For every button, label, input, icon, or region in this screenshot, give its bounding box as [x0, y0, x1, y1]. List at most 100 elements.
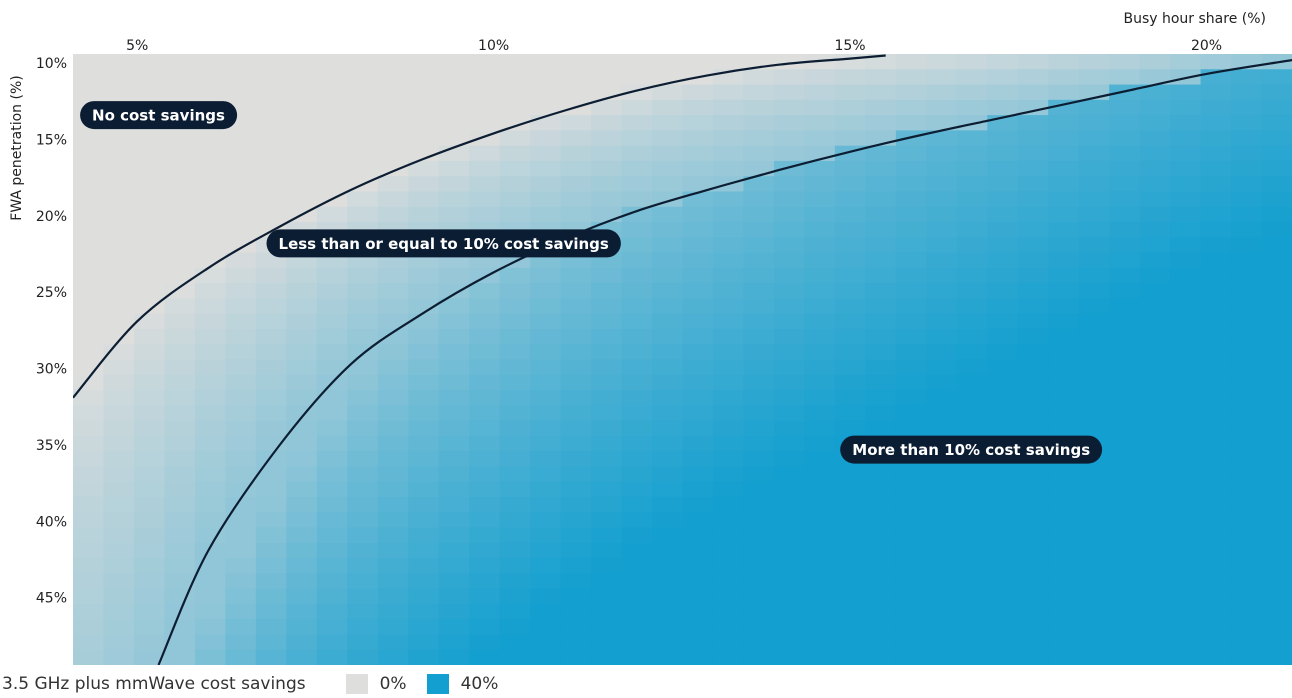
heatmap-cell [1170, 542, 1202, 559]
heatmap-cell [225, 252, 257, 269]
heatmap-cell [560, 512, 592, 529]
heatmap-cell [103, 374, 135, 391]
heatmap-cell [1139, 313, 1171, 330]
heatmap-cell [804, 496, 836, 514]
region-label-text: Less than or equal to 10% cost savings [279, 235, 609, 253]
heatmap-cell [804, 435, 836, 452]
heatmap-cell [1170, 328, 1202, 346]
heatmap-cell [377, 649, 410, 665]
heatmap-cell [652, 222, 684, 239]
heatmap-cell [834, 69, 867, 86]
heatmap-cell [499, 84, 531, 101]
heatmap-cell [377, 206, 410, 223]
heatmap-cell [895, 176, 928, 193]
heatmap-cell [1200, 603, 1232, 620]
heatmap-cell [956, 298, 989, 315]
heatmap-cell [1017, 115, 1049, 132]
heatmap-cell [1048, 222, 1080, 239]
heatmap-cell [987, 191, 1019, 208]
heatmap-cell [773, 619, 806, 636]
heatmap-cell [773, 298, 806, 315]
heatmap-cell [1109, 542, 1141, 559]
heatmap-cell [1048, 69, 1080, 86]
heatmap-cell [225, 237, 257, 254]
heatmap-cell [1261, 649, 1292, 665]
heatmap-cell [987, 145, 1019, 162]
heatmap-cell [1170, 115, 1202, 132]
heatmap-cell [834, 359, 867, 376]
heatmap-cell [377, 267, 410, 284]
heatmap-cell [1231, 496, 1263, 514]
heatmap-cell [1200, 160, 1232, 177]
heatmap-cell [591, 390, 623, 407]
heatmap-cell [804, 298, 836, 315]
heatmap-cell [103, 649, 135, 665]
heatmap-cell [286, 283, 318, 300]
heatmap-cell [682, 84, 714, 101]
heatmap-cell [987, 634, 1019, 651]
heatmap-cell [621, 649, 653, 665]
heatmap-cell [956, 527, 989, 544]
heatmap-cell [743, 283, 775, 300]
heatmap-cell [834, 99, 867, 116]
heatmap-cell [1139, 619, 1171, 636]
heatmap-cell [1261, 420, 1292, 437]
heatmap-cell [164, 634, 196, 651]
heatmap-cell [164, 573, 196, 590]
heatmap-cell [194, 359, 227, 376]
heatmap-cell [1231, 237, 1263, 254]
heatmap-cell [773, 176, 806, 193]
heatmap-cell [1078, 374, 1110, 391]
y-tick-label: 30% [36, 362, 67, 378]
heatmap-cell [712, 359, 745, 376]
heatmap-cell [804, 451, 836, 468]
heatmap-cell [773, 344, 806, 361]
heatmap-cell [1078, 176, 1110, 193]
heatmap-cell [499, 634, 531, 651]
heatmap-cell [804, 588, 836, 605]
heatmap-cell [469, 542, 501, 559]
heatmap-cell [1139, 466, 1171, 483]
heatmap-cell [133, 603, 166, 620]
heatmap-cell [1200, 298, 1232, 315]
heatmap-cell [499, 451, 531, 468]
y-tick-label: 15% [36, 132, 67, 148]
heatmap-cell [1170, 54, 1202, 71]
heatmap-cell [652, 405, 684, 422]
heatmap-cell [225, 374, 257, 391]
heatmap-cell [1078, 237, 1110, 254]
heatmap-cell [804, 54, 836, 71]
heatmap-cell [1231, 252, 1263, 269]
heatmap-cell [865, 69, 897, 86]
heatmap-cell [1231, 206, 1263, 223]
heatmap-cell [73, 145, 105, 162]
heatmap-cell [1139, 84, 1171, 101]
heatmap-cell [834, 466, 867, 483]
heatmap-cell [712, 298, 745, 315]
heatmap-cell [926, 115, 958, 132]
heatmap-cell [530, 313, 562, 330]
heatmap-cell [1261, 634, 1292, 651]
heatmap-cell [956, 237, 989, 254]
heatmap-cell [987, 603, 1019, 620]
heatmap-cell [773, 588, 806, 605]
heatmap-cell [377, 69, 410, 86]
heatmap-cell [956, 99, 989, 116]
heatmap-cell [1231, 84, 1263, 101]
heatmap-cell [621, 573, 653, 590]
legend-item-min: 0% [345, 673, 407, 694]
heatmap-cell [1261, 206, 1292, 223]
heatmap-cell [652, 298, 684, 315]
heatmap-cell [834, 344, 867, 361]
heatmap-cell [164, 54, 196, 71]
heatmap-cell [194, 496, 227, 514]
heatmap-cell [347, 84, 379, 101]
heatmap-cell [103, 512, 135, 529]
heatmap-cell [1078, 649, 1110, 665]
heatmap-cell [743, 267, 775, 284]
heatmap-cell [712, 283, 745, 300]
heatmap-cell [926, 267, 958, 284]
heatmap-cell [438, 283, 470, 300]
heatmap-cell [73, 435, 105, 452]
heatmap-cell [103, 328, 135, 346]
